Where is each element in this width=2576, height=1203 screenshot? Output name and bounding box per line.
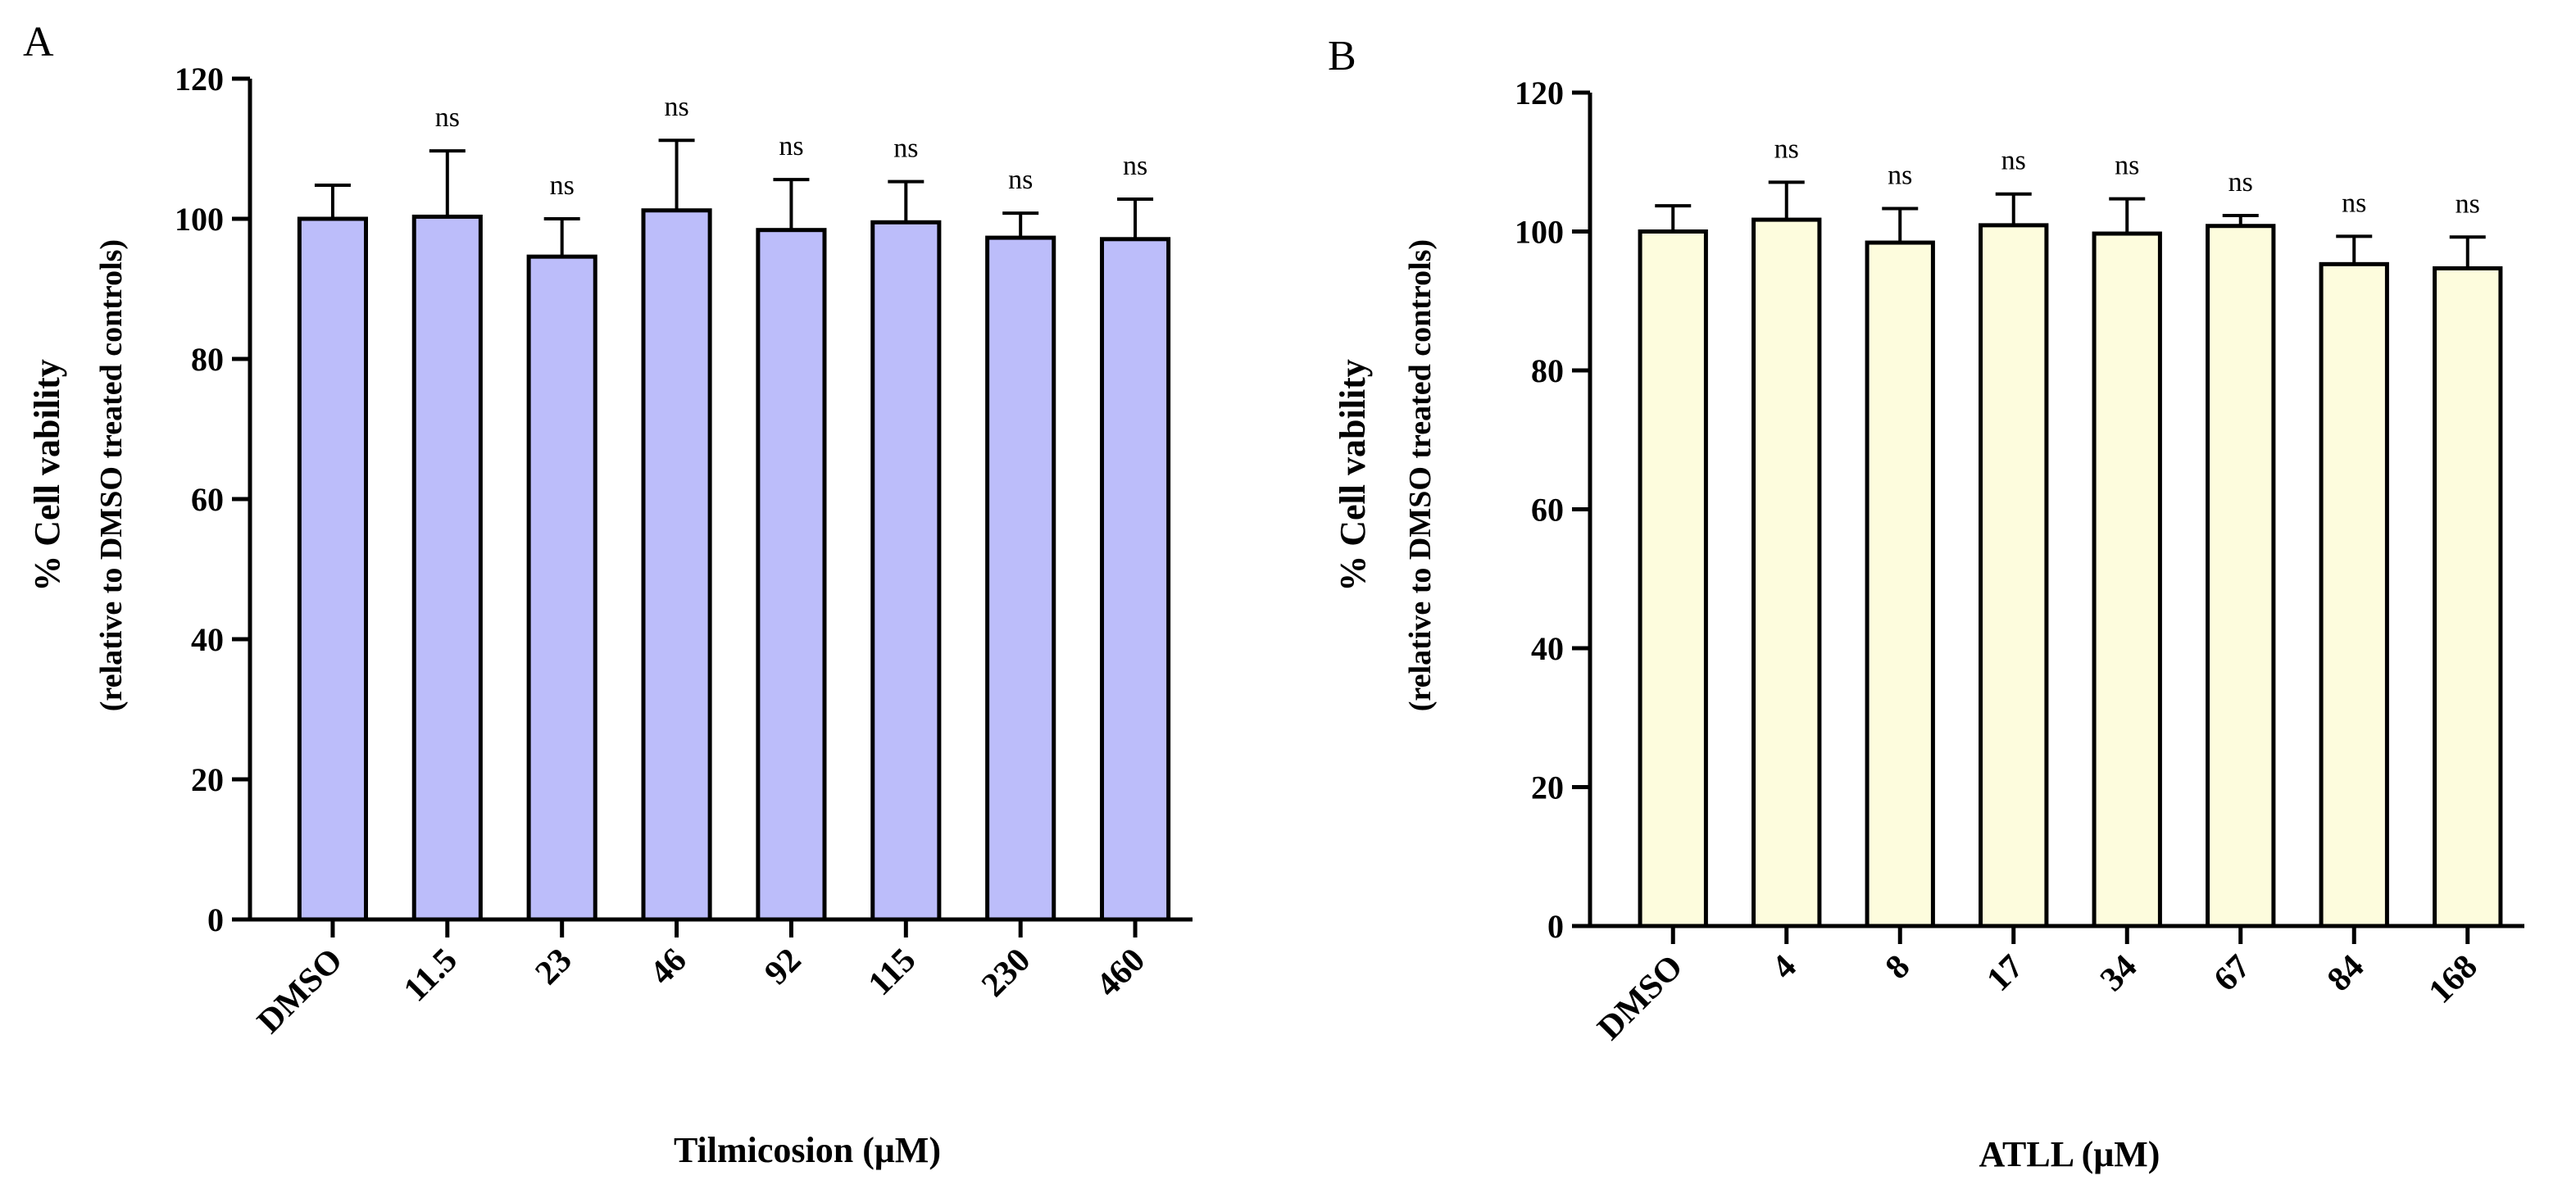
- category-label: 11.5: [397, 942, 465, 1010]
- category-label: 92: [757, 942, 808, 992]
- y-tick-label: 60: [191, 481, 224, 518]
- significance-label: ns: [2228, 167, 2253, 197]
- category-label: 230: [975, 942, 1038, 1005]
- x-axis-title: Tilmicosion (μM): [674, 1130, 941, 1170]
- bar: [2092, 231, 2162, 928]
- y-tick-label: 80: [1531, 352, 1564, 389]
- y-tick-label: 80: [191, 341, 224, 378]
- category-label: 460: [1089, 942, 1152, 1005]
- panel-letter: A: [23, 19, 54, 66]
- y-tick-label: 100: [1515, 214, 1564, 251]
- category-label: 46: [643, 942, 693, 992]
- significance-label: ns: [779, 131, 803, 161]
- category-label: 4: [1765, 948, 1803, 987]
- chart-panel-b: B 0 20 40 60 80 100 120 % Cell vability (relative…: [1328, 33, 2524, 1174]
- x-axis-title: ATLL (μM): [1979, 1134, 2160, 1174]
- bar: [2206, 224, 2276, 928]
- bar: [1979, 223, 2049, 928]
- significance-label: ns: [2342, 188, 2366, 218]
- bar: [2433, 266, 2503, 928]
- category-label: DMSO: [250, 942, 350, 1042]
- bar: [1638, 229, 1708, 928]
- bar: [1099, 237, 1171, 922]
- category-label: DMSO: [1591, 948, 1691, 1048]
- y-tick-label: 40: [191, 621, 224, 658]
- bar: [641, 208, 712, 922]
- category-label: 8: [1879, 948, 1917, 987]
- bar: [985, 235, 1056, 922]
- bar: [2319, 261, 2389, 928]
- y-axis-title: % Cell vability: [27, 359, 67, 592]
- y-axis-subtitle: (relative to DMSO treated controls): [1403, 239, 1438, 711]
- significance-label: ns: [893, 134, 918, 164]
- category-label: 17: [1980, 948, 2031, 999]
- bar: [756, 228, 827, 922]
- category-label: 67: [2207, 948, 2258, 999]
- category-label: 84: [2320, 948, 2371, 999]
- chart-panel-a: A 0 20 40 60 80 100 120 % Cell vability (relative…: [23, 19, 1193, 1170]
- panel-letter: B: [1328, 33, 1356, 79]
- y-tick-label: 100: [175, 201, 224, 238]
- y-tick-label: 120: [175, 61, 224, 98]
- y-tick-label: 40: [1531, 630, 1564, 667]
- category-label: 115: [861, 942, 923, 1003]
- y-axis-subtitle: (relative to DMSO treated controls): [94, 239, 129, 711]
- significance-label: ns: [664, 92, 688, 122]
- significance-label: ns: [1008, 165, 1033, 195]
- significance-label: ns: [1888, 161, 1912, 191]
- significance-label: ns: [2456, 188, 2480, 219]
- significance-label: ns: [1774, 134, 1799, 164]
- significance-label: ns: [435, 102, 460, 133]
- y-tick-label: 0: [1547, 908, 1564, 945]
- category-label: 168: [2422, 948, 2485, 1011]
- y-tick-label: 20: [191, 761, 224, 798]
- bar: [1865, 240, 1935, 928]
- y-axis-title: % Cell vability: [1333, 359, 1373, 592]
- bar: [1751, 217, 1822, 928]
- significance-label: ns: [550, 170, 575, 201]
- bar: [526, 254, 597, 922]
- y-tick-label: 0: [207, 901, 224, 938]
- significance-label: ns: [1123, 151, 1147, 181]
- bar: [411, 214, 483, 922]
- category-label: 34: [2093, 948, 2144, 999]
- y-tick-label: 60: [1531, 492, 1564, 529]
- y-tick-label: 120: [1515, 75, 1564, 111]
- category-label: 23: [529, 942, 579, 992]
- bar: [297, 216, 369, 922]
- significance-label: ns: [2115, 151, 2139, 181]
- bar: [870, 220, 942, 922]
- significance-label: ns: [2001, 146, 2026, 176]
- y-tick-label: 20: [1531, 769, 1564, 806]
